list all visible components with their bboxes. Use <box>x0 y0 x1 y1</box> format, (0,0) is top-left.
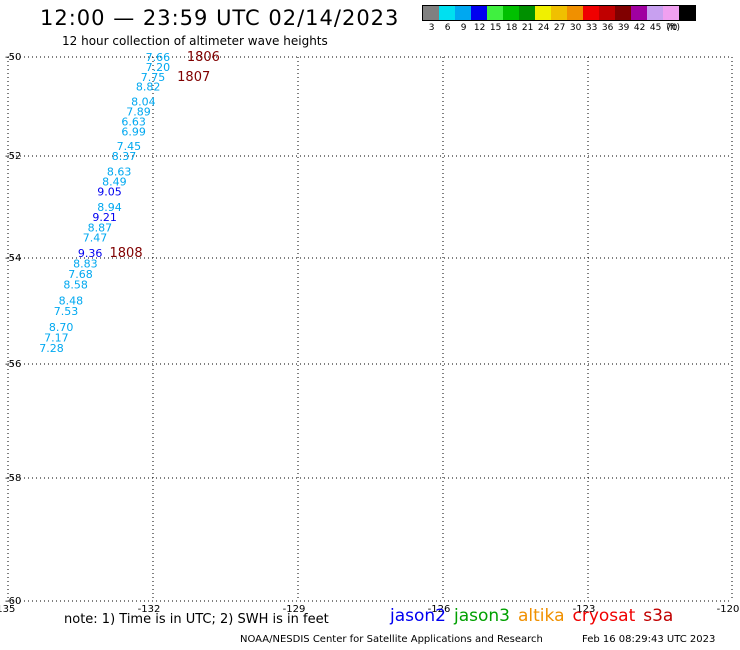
color-scale-label: 15 <box>489 23 502 33</box>
track-time-label: 1807 <box>177 70 210 85</box>
satellite-label: jason2 <box>390 606 446 626</box>
wave-height-label: 7.53 <box>54 305 79 318</box>
wave-height-label: 7.20 <box>146 61 171 74</box>
color-scale-label: 3 <box>428 23 435 33</box>
color-scale-label: 39 <box>617 23 630 33</box>
color-scale-label: 42 <box>633 23 646 33</box>
wave-height-label: 8.87 <box>88 221 113 234</box>
wave-height-label: 8.49 <box>102 176 127 189</box>
latitude-tick-label: -50 <box>5 52 21 63</box>
unit-label: (ft) <box>666 23 680 33</box>
wave-height-label: 8.48 <box>59 294 84 307</box>
latitude-tick-label: -58 <box>5 473 21 484</box>
color-scale-label: 36 <box>601 23 614 33</box>
satellite-label: altika <box>518 606 565 626</box>
color-swatch <box>583 6 599 20</box>
color-scale-label: 21 <box>521 23 534 33</box>
wave-height-label: 7.68 <box>68 268 93 281</box>
color-swatch <box>423 6 439 20</box>
wave-height-label: 8.83 <box>73 257 98 270</box>
color-swatch <box>471 6 487 20</box>
satellite-legend: jason2 jason3 altika cryosat s3a <box>390 606 681 626</box>
color-swatch <box>615 6 631 20</box>
color-swatch <box>567 6 583 20</box>
color-scale-labels: 3 6 9 12 15 18 21 24 27 30 33 36 39 42 45 70 (ft) <box>422 21 696 35</box>
wave-height-label: 8.94 <box>97 201 122 214</box>
map-subtitle: 12 hour collection of altimeter wave hei… <box>62 34 328 48</box>
wave-height-label: 7.47 <box>83 232 108 245</box>
color-scale-label: 6 <box>444 23 451 33</box>
color-scale-label: 45 <box>649 23 662 33</box>
color-swatch <box>455 6 471 20</box>
color-scale-label: 30 <box>569 23 582 33</box>
color-swatch <box>647 6 663 20</box>
latitude-tick-label: -60 <box>5 596 21 607</box>
wave-height-label: 9.05 <box>97 186 122 199</box>
color-swatch <box>631 6 647 20</box>
wave-height-label: 8.37 <box>112 150 137 163</box>
latitude-tick-label: -54 <box>5 253 21 264</box>
color-swatch <box>503 6 519 20</box>
latitude-tick-label: -56 <box>5 359 21 370</box>
color-swatch <box>519 6 535 20</box>
color-swatch <box>663 6 679 20</box>
wave-height-label: 8.04 <box>131 96 156 109</box>
wave-height-label: 8.58 <box>63 279 88 292</box>
color-scale-bar <box>422 5 696 21</box>
wave-height-label: 9.36 <box>78 247 103 260</box>
color-scale-label: 70 <box>665 23 678 33</box>
color-scale-label: 12 <box>473 23 486 33</box>
credit-line: NOAA/NESDIS Center for Satellite Applica… <box>240 634 543 645</box>
longitude-tick-label: -135 <box>0 604 15 615</box>
wave-height-label: 6.99 <box>121 125 146 138</box>
wave-height-label: 8.63 <box>107 165 132 178</box>
track-time-label: 1808 <box>110 246 143 261</box>
longitude-tick-label: -123 <box>573 604 596 615</box>
wave-height-label: 7.89 <box>126 105 151 118</box>
color-scale-legend: 3 6 9 12 15 18 21 24 27 30 33 36 39 42 45 70 (ft) <box>422 5 696 35</box>
latitude-tick-label: -52 <box>5 151 21 162</box>
wave-height-label: 7.75 <box>141 71 166 84</box>
longitude-tick-label: -126 <box>428 604 451 615</box>
track-time-label: 1806 <box>187 50 220 65</box>
color-scale-label: 33 <box>585 23 598 33</box>
color-swatch <box>439 6 455 20</box>
color-swatch <box>599 6 615 20</box>
footer-note: note: 1) Time is in UTC; 2) SWH is in fe… <box>64 612 329 627</box>
wave-height-label: 7.66 <box>146 51 171 64</box>
wave-height-label: 6.63 <box>121 115 146 128</box>
color-scale-label: 18 <box>505 23 518 33</box>
color-swatch <box>535 6 551 20</box>
color-swatch <box>679 6 695 20</box>
satellite-label: jason3 <box>454 606 510 626</box>
satellite-label: s3a <box>643 606 674 626</box>
color-scale-label: 9 <box>460 23 467 33</box>
wave-height-label: 7.28 <box>39 342 64 355</box>
longitude-tick-label: -132 <box>138 604 161 615</box>
wave-height-label: 8.70 <box>49 321 74 334</box>
wave-height-label: 8.82 <box>136 81 161 94</box>
longitude-tick-label: -129 <box>283 604 306 615</box>
longitude-tick-label: -120 <box>717 604 740 615</box>
color-scale-label: 27 <box>553 23 566 33</box>
map-title: 12:00 — 23:59 UTC 02/14/2023 <box>40 6 400 30</box>
color-scale-label: 24 <box>537 23 550 33</box>
color-swatch <box>551 6 567 20</box>
wave-height-label: 9.21 <box>92 211 117 224</box>
wave-height-label: 7.45 <box>117 140 142 153</box>
color-swatch <box>487 6 503 20</box>
satellite-label: cryosat <box>572 606 636 626</box>
generated-timestamp: Feb 16 08:29:43 UTC 2023 <box>582 634 716 645</box>
wave-height-label: 7.17 <box>44 332 69 345</box>
